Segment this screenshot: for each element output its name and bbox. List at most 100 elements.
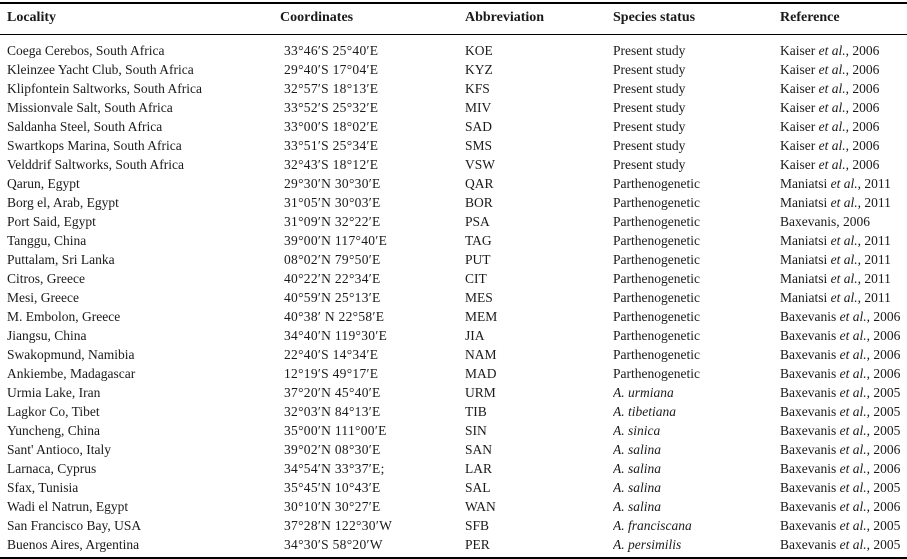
table-row: Puttalam, Sri Lanka 08°02′N 79°50′E PUT … — [0, 250, 907, 269]
cell-locality: Tanggu, China — [7, 233, 87, 248]
cell-reference: Baxevanis et al., 2005 — [780, 404, 901, 419]
column-header-species-status: Species status — [613, 3, 780, 35]
cell-reference: Kaiser et al., 2006 — [780, 43, 880, 58]
cell-locality: Port Said, Egypt — [7, 214, 96, 229]
cell-locality: Sant' Antioco, Italy — [7, 442, 112, 457]
cell-species-status: Parthenogenetic — [613, 328, 700, 343]
cell-reference: Kaiser et al., 2006 — [780, 138, 880, 153]
table-row: Velddrif Saltworks, South Africa 32°43′S… — [0, 155, 907, 174]
reference-etal: et al. — [836, 442, 867, 457]
cell-coordinates: 34°40′N 119°30′E — [284, 328, 388, 343]
reference-etal: et al. — [815, 157, 846, 172]
cell-coordinates: 32°57′S 18°13′E — [284, 81, 379, 96]
cell-locality: Mesi, Greece — [7, 290, 79, 305]
cell-abbreviation: SFB — [465, 518, 490, 533]
cell-coordinates: 33°52′S 25°32′E — [284, 100, 379, 115]
cell-locality: Klipfontein Saltworks, South Africa — [7, 81, 202, 96]
table-row: San Francisco Bay, USA 37°28′N 122°30′W … — [0, 516, 907, 535]
cell-coordinates: 37°20′N 45°40′E — [284, 385, 381, 400]
reference-etal: et al. — [815, 138, 846, 153]
cell-reference: Baxevanis et al., 2005 — [780, 423, 901, 438]
cell-abbreviation: SAD — [465, 119, 493, 134]
cell-locality: Buenos Aires, Argentina — [7, 537, 140, 552]
reference-etal: et al. — [836, 499, 867, 514]
column-header-abbreviation: Abbreviation — [465, 3, 613, 35]
table-row: M. Embolon, Greece 40°38′ N 22°58′E MEM … — [0, 307, 907, 326]
cell-reference: Kaiser et al., 2006 — [780, 100, 880, 115]
cell-locality: Saldanha Steel, South Africa — [7, 119, 163, 134]
cell-abbreviation: KOE — [465, 43, 493, 58]
cell-locality: Yuncheng, China — [7, 423, 100, 438]
table-row: Sant' Antioco, Italy 39°02′N 08°30′E SAN… — [0, 440, 907, 459]
reference-etal: et al. — [827, 176, 858, 191]
cell-abbreviation: WAN — [465, 499, 496, 514]
table-row: Swartkops Marina, South Africa 33°51′S 2… — [0, 136, 907, 155]
table-row: Jiangsu, China 34°40′N 119°30′E JIA Part… — [0, 326, 907, 345]
cell-species-status: Present study — [613, 100, 686, 115]
cell-abbreviation: MIV — [465, 100, 492, 115]
cell-reference: Maniatsi et al., 2011 — [780, 271, 891, 286]
table-row: Klipfontein Saltworks, South Africa 32°5… — [0, 79, 907, 98]
cell-coordinates: 33°46′S 25°40′E — [284, 43, 379, 58]
cell-coordinates: 33°51′S 25°34′E — [284, 138, 379, 153]
cell-species-status: Parthenogenetic — [613, 309, 700, 324]
cell-coordinates: 30°10′N 30°27′E — [284, 499, 381, 514]
table-row: Lagkor Co, Tibet 32°03′N 84°13′E TIB A. … — [0, 402, 907, 421]
cell-abbreviation: PER — [465, 537, 490, 552]
column-header-reference: Reference — [780, 3, 907, 35]
reference-etal: et al. — [836, 309, 867, 324]
cell-locality: Borg el, Arab, Egypt — [7, 195, 119, 210]
table-row: Port Said, Egypt 31°09′N 32°22′E PSA Par… — [0, 212, 907, 231]
table-row: Urmia Lake, Iran 37°20′N 45°40′E URM A. … — [0, 383, 907, 402]
cell-coordinates: 29°40′S 17°04′E — [284, 62, 379, 77]
reference-etal: et al. — [827, 271, 858, 286]
cell-coordinates: 08°02′N 79°50′E — [284, 252, 381, 267]
cell-species-status: Present study — [613, 81, 686, 96]
cell-species-status: A. urmiana — [613, 385, 674, 400]
cell-abbreviation: KYZ — [465, 62, 493, 77]
cell-reference: Baxevanis et al., 2006 — [780, 328, 901, 343]
table-row: Buenos Aires, Argentina 34°30′S 58°20′W … — [0, 535, 907, 558]
table-row: Yuncheng, China 35°00′N 111°00′E SIN A. … — [0, 421, 907, 440]
table-row: Mesi, Greece 40°59′N 25°13′E MES Parthen… — [0, 288, 907, 307]
table-row: Sfax, Tunisia 35°45′N 10°43′E SAL A. sal… — [0, 478, 907, 497]
cell-species-status: A. salina — [613, 461, 662, 476]
cell-abbreviation: MES — [465, 290, 493, 305]
cell-species-status: Parthenogenetic — [613, 347, 700, 362]
cell-locality: San Francisco Bay, USA — [7, 518, 142, 533]
cell-coordinates: 32°43′S 18°12′E — [284, 157, 379, 172]
reference-etal: et al. — [836, 328, 867, 343]
cell-locality: Velddrif Saltworks, South Africa — [7, 157, 184, 172]
cell-coordinates: 35°45′N 10°43′E — [284, 480, 381, 495]
cell-species-status: Parthenogenetic — [613, 176, 700, 191]
reference-etal: et al. — [827, 233, 858, 248]
cell-coordinates: 40°22′N 22°34′E — [284, 271, 381, 286]
table-row: Larnaca, Cyprus 34°54′N 33°37′E; LAR A. … — [0, 459, 907, 478]
table-row: Citros, Greece 40°22′N 22°34′E CIT Parth… — [0, 269, 907, 288]
cell-species-status: Present study — [613, 43, 686, 58]
cell-coordinates: 29°30′N 30°30′E — [284, 176, 381, 191]
cell-coordinates: 31°09′N 32°22′E — [284, 214, 381, 229]
reference-etal: et al. — [836, 404, 867, 419]
cell-abbreviation: SAN — [465, 442, 493, 457]
cell-coordinates: 22°40′S 14°34′E — [284, 347, 379, 362]
cell-coordinates: 34°30′S 58°20′W — [284, 537, 383, 552]
table-row: Qarun, Egypt 29°30′N 30°30′E QAR Parthen… — [0, 174, 907, 193]
reference-etal: et al. — [815, 43, 846, 58]
table-row: Tanggu, China 39°00′N 117°40′E TAG Parth… — [0, 231, 907, 250]
table-row: Swakopmund, Namibia 22°40′S 14°34′E NAM … — [0, 345, 907, 364]
cell-abbreviation: PSA — [465, 214, 490, 229]
cell-species-status: Parthenogenetic — [613, 195, 700, 210]
cell-coordinates: 40°59′N 25°13′E — [284, 290, 381, 305]
reference-etal: et al. — [827, 290, 858, 305]
cell-reference: Baxevanis et al., 2006 — [780, 499, 901, 514]
cell-abbreviation: MAD — [465, 366, 497, 381]
cell-species-status: Parthenogenetic — [613, 233, 700, 248]
cell-reference: Baxevanis et al., 2006 — [780, 461, 901, 476]
cell-species-status: A. sinica — [613, 423, 661, 438]
cell-reference: Kaiser et al., 2006 — [780, 81, 880, 96]
cell-abbreviation: URM — [465, 385, 496, 400]
table-row: Kleinzee Yacht Club, South Africa 29°40′… — [0, 60, 907, 79]
cell-abbreviation: SIN — [465, 423, 487, 438]
